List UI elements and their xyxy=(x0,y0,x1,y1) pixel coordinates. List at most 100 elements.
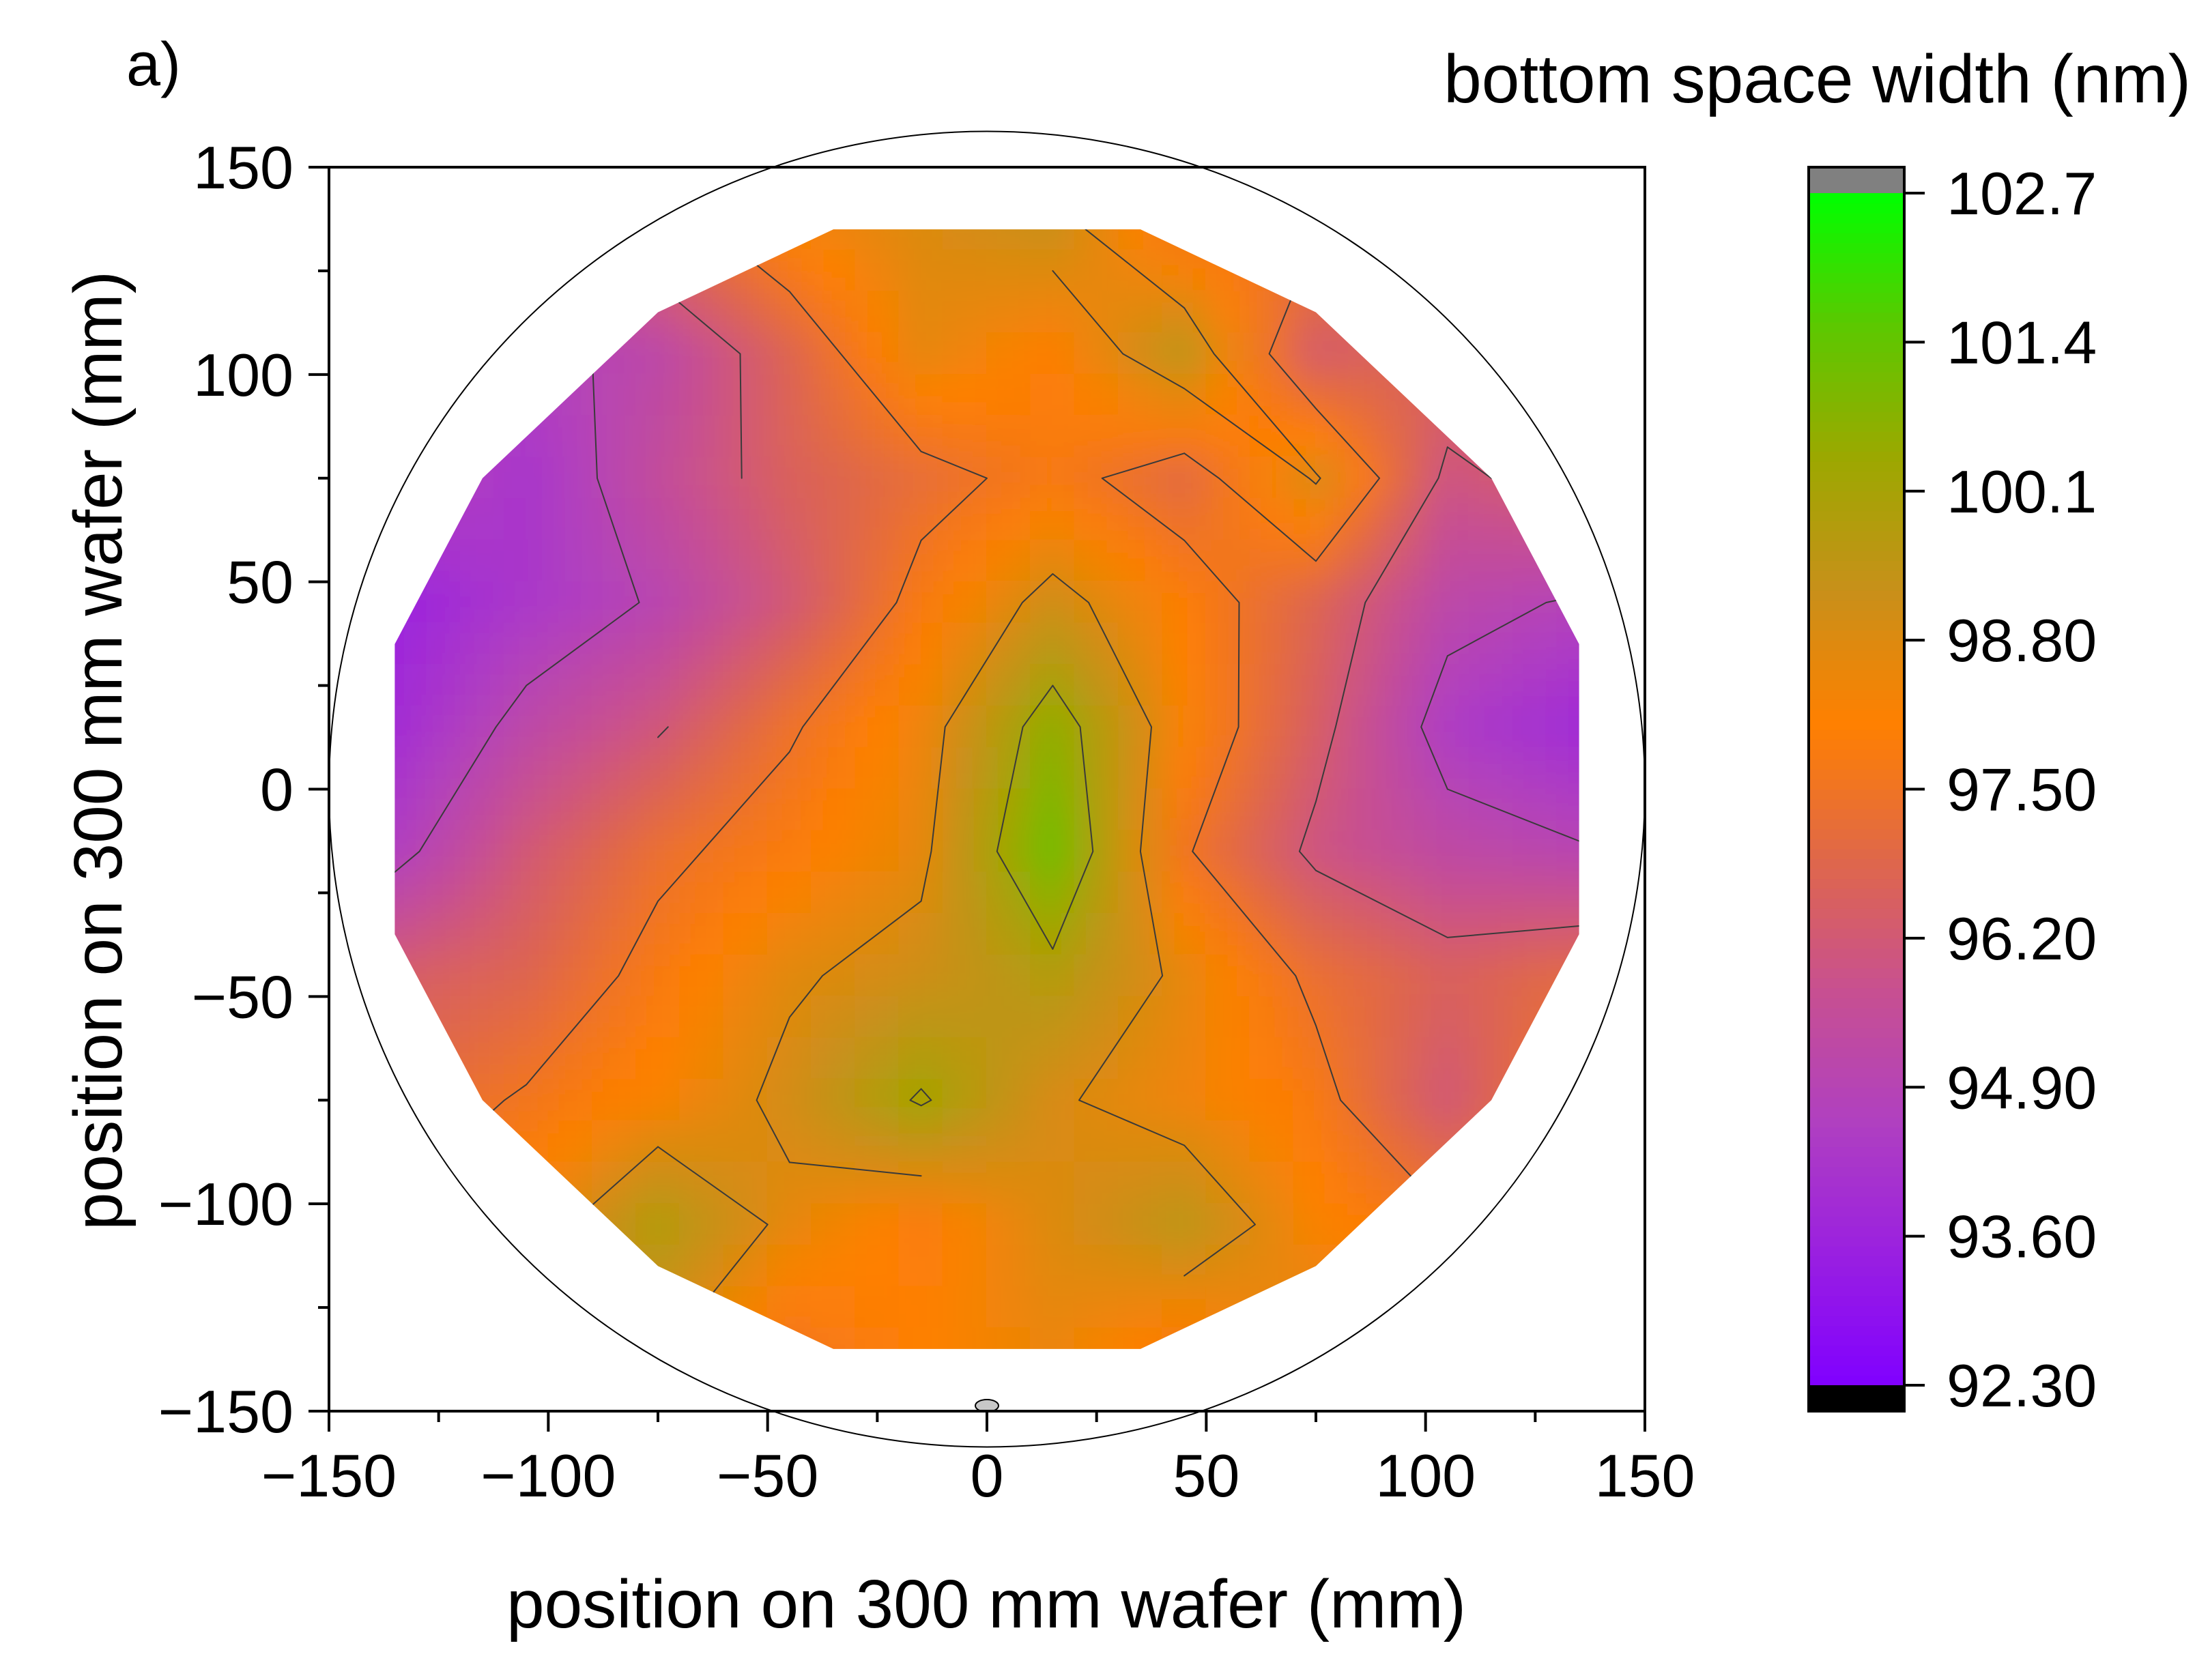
heatmap-cell xyxy=(810,1327,857,1349)
heatmap-cell xyxy=(1030,747,1076,792)
heatmap-cell xyxy=(1162,457,1207,502)
heatmap-cell xyxy=(1117,1286,1164,1331)
heatmap-cell xyxy=(591,1120,637,1165)
colorbar-segment xyxy=(1809,1365,1904,1376)
heatmap-cell xyxy=(328,1120,373,1165)
colorbar-segment xyxy=(1809,262,1904,273)
colorbar-segment xyxy=(1809,361,1904,373)
colorbar-segment xyxy=(1809,471,1904,482)
heatmap-cell xyxy=(1030,622,1076,668)
heatmap-cell xyxy=(591,1203,637,1249)
colorbar: bottom space width (nm) 92.3093.6094.909… xyxy=(1444,41,2191,1419)
heatmap-cell xyxy=(547,229,593,254)
heatmap-cell xyxy=(459,539,506,585)
heatmap-cell xyxy=(1205,249,1251,295)
heatmap-cell xyxy=(1556,788,1579,834)
colorbar-segment xyxy=(1809,779,1904,790)
y-tick-label: 0 xyxy=(260,756,293,824)
heatmap-cell xyxy=(1249,229,1295,254)
heatmap-cell xyxy=(723,664,769,710)
heatmap-cell xyxy=(591,664,637,710)
heatmap-cell xyxy=(1468,539,1515,585)
heatmap-cell xyxy=(547,332,593,378)
heatmap-cell xyxy=(855,954,900,1000)
colorbar-segment xyxy=(1809,938,1904,948)
heatmap-cell xyxy=(986,498,1032,544)
heatmap-cell xyxy=(986,705,1032,751)
heatmap-cell xyxy=(635,830,681,875)
heatmap-cell xyxy=(459,498,506,544)
heatmap-cell xyxy=(394,788,418,834)
heatmap-cell xyxy=(1601,457,1646,502)
y-axis-title: position on 300 mm wafer (mm) xyxy=(60,271,137,1230)
heatmap-cell xyxy=(679,539,725,585)
heatmap-cell xyxy=(1424,415,1470,461)
colorbar-segment xyxy=(1809,1017,1904,1028)
heatmap-cell xyxy=(1337,830,1383,875)
heatmap-cell xyxy=(547,954,593,1000)
heatmap-cell xyxy=(328,996,373,1041)
heatmap-cell xyxy=(1074,1037,1119,1083)
heatmap-cell xyxy=(459,457,506,502)
colorbar-segment xyxy=(1809,520,1904,532)
colorbar-segment xyxy=(1809,421,1904,432)
heatmap-cell xyxy=(898,705,944,751)
heatmap-cell xyxy=(855,539,900,585)
heatmap-cell xyxy=(855,996,900,1041)
heatmap-cell xyxy=(1468,788,1515,834)
heatmap-cell xyxy=(459,1078,506,1125)
heatmap-cell xyxy=(1205,1120,1251,1165)
heatmap-cell xyxy=(1468,622,1515,668)
heatmap-cell xyxy=(855,498,900,544)
heatmap-cell xyxy=(1074,457,1119,502)
heatmap-cell xyxy=(1512,581,1558,626)
colorbar-segment xyxy=(1809,838,1904,850)
heatmap-cell xyxy=(1556,1203,1579,1249)
heatmap-cell xyxy=(1030,332,1076,378)
heatmap-cell xyxy=(394,457,418,502)
heatmap-cell xyxy=(1162,747,1207,792)
heatmap-cell xyxy=(766,1037,812,1083)
heatmap-cell xyxy=(1337,664,1383,710)
heatmap-cell xyxy=(1424,664,1470,710)
heatmap-cell xyxy=(591,747,637,792)
colorbar-tick-label: 97.50 xyxy=(1947,756,2097,824)
heatmap-cell xyxy=(723,788,769,834)
heatmap-cell xyxy=(1117,457,1164,502)
heatmap-cell xyxy=(1601,1369,1646,1414)
heatmap-cell xyxy=(504,1120,549,1165)
heatmap-cell xyxy=(1162,1203,1207,1249)
heatmap-cell xyxy=(1249,788,1295,834)
heatmap-cell xyxy=(635,457,681,502)
heatmap-cell xyxy=(723,1037,769,1083)
heatmap-cell xyxy=(1074,229,1119,254)
colorbar-segment xyxy=(1809,480,1904,492)
heatmap-cell xyxy=(1601,1203,1646,1248)
heatmap-cell xyxy=(942,291,988,336)
heatmap-cell xyxy=(547,457,593,502)
heatmap-cell xyxy=(1205,788,1251,834)
heatmap-cell xyxy=(723,1327,769,1349)
heatmap-cell xyxy=(898,457,944,502)
heatmap-cell xyxy=(943,166,988,212)
heatmap-cell xyxy=(898,415,944,461)
heatmap-cell xyxy=(635,166,680,212)
heatmap-cell xyxy=(1249,622,1295,668)
heatmap-cell xyxy=(1337,912,1383,959)
heatmap-cell xyxy=(898,291,944,336)
heatmap-cell xyxy=(1249,1120,1295,1165)
heatmap-cell xyxy=(1381,954,1426,1000)
heatmap-cell xyxy=(679,498,725,544)
colorbar-segment xyxy=(1809,997,1904,1009)
heatmap-cell xyxy=(1249,332,1295,378)
heatmap-cell xyxy=(1074,996,1119,1041)
colorbar-segment xyxy=(1809,609,1904,621)
x-tick-label: 100 xyxy=(1375,1442,1476,1509)
heatmap-cell xyxy=(547,1078,593,1125)
heatmap-cell xyxy=(1117,1120,1164,1165)
heatmap-cell xyxy=(416,166,461,212)
heatmap-cell xyxy=(1030,1037,1076,1083)
heatmap-cell xyxy=(591,1327,637,1349)
heatmap-cell xyxy=(1293,788,1339,834)
heatmap-cell xyxy=(635,747,681,792)
